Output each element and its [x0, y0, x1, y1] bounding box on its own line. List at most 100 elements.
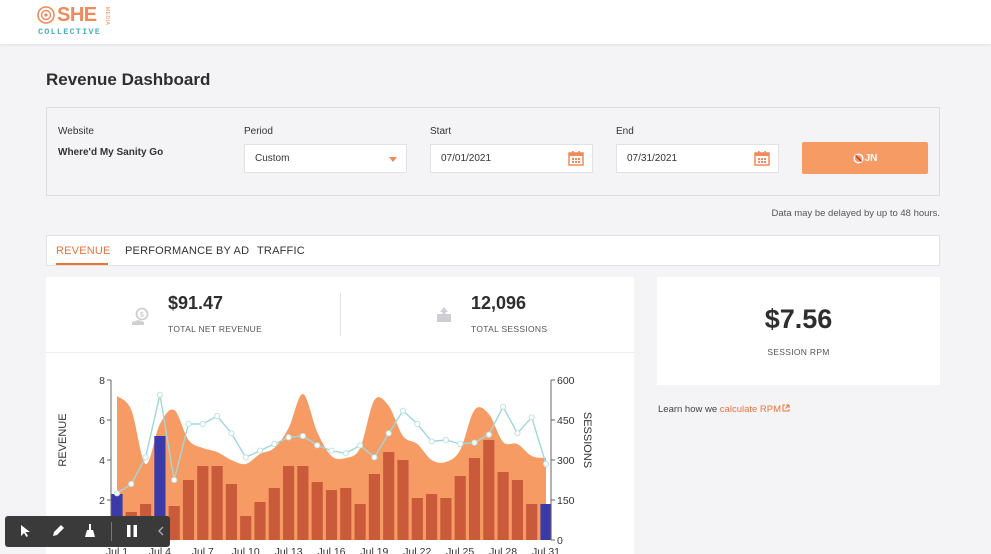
pause-icon	[127, 525, 137, 537]
sessions-point	[214, 412, 221, 420]
end-label: End	[616, 126, 634, 137]
brand-sub: MEDIA	[104, 7, 110, 26]
y2-axis-title: SESSIONS	[581, 412, 593, 468]
calendar-icon[interactable]	[754, 151, 770, 166]
sessions-point	[371, 454, 378, 461]
period-label: Period	[244, 126, 273, 137]
total-sessions-value: 12,096	[471, 293, 527, 313]
revenue-bar	[397, 460, 409, 540]
sessions-point	[342, 450, 349, 457]
period-select[interactable]: Custom	[244, 144, 407, 173]
y-tick-label: 6	[99, 415, 105, 427]
revenue-bar	[340, 488, 352, 540]
start-date-value: 07/01/2021	[441, 153, 492, 164]
start-date-input[interactable]: 07/01/2021	[430, 144, 593, 173]
x-tick-label: Jul 25	[446, 546, 474, 554]
y2-tick-label: 0	[557, 535, 563, 547]
sessions-point	[228, 430, 235, 437]
y-tick-label: 8	[99, 375, 105, 387]
top-bar: SHE MEDIA COLLECTIVE	[0, 0, 991, 44]
x-tick-label: Jul 10	[232, 546, 260, 554]
sessions-point	[113, 490, 121, 497]
revenue-bar	[182, 480, 195, 540]
revenue-bar	[154, 436, 166, 540]
revenue-bar	[225, 484, 237, 540]
revenue-bar	[383, 452, 395, 540]
start-label: Start	[430, 126, 452, 137]
filter-panel: Website Where'd My Sanity Go Period Cust…	[46, 107, 940, 196]
block-icon	[853, 152, 864, 164]
external-link-icon[interactable]	[782, 404, 790, 412]
rpm-panel: $7.56 SESSION RPM	[657, 277, 940, 385]
x-tick-label: Jul 13	[275, 546, 303, 554]
revenue-bar	[325, 490, 338, 540]
revenue-bar	[283, 466, 295, 540]
chevron-down-icon	[389, 157, 397, 162]
calendar-icon[interactable]	[568, 151, 584, 166]
sessions-point	[414, 420, 421, 428]
clear-tool-button[interactable]	[81, 522, 99, 540]
sessions-point	[256, 447, 264, 454]
sessions-point	[242, 454, 249, 461]
sessions-point	[457, 440, 464, 448]
revenue-bar	[526, 504, 538, 540]
page-title: Revenue Dashboard	[46, 70, 211, 89]
sessions-point	[428, 438, 435, 445]
stat-divider	[340, 293, 341, 336]
end-date-input[interactable]: 07/31/2021	[616, 144, 779, 173]
total-sessions-label: TOTAL SESSIONS	[471, 324, 548, 334]
revenue-bar	[240, 516, 252, 540]
broom-icon	[85, 524, 95, 537]
revenue-bar	[211, 466, 223, 540]
tab-revenue[interactable]: REVENUE	[56, 245, 111, 257]
sessions-point	[357, 442, 364, 449]
revenue-bar	[354, 504, 366, 540]
sessions-point	[399, 407, 407, 414]
revenue-bar	[468, 458, 481, 540]
tab-performance-by-ad[interactable]: PERFORMANCE BY AD	[125, 245, 250, 257]
toolbar-divider	[111, 522, 112, 541]
revenue-bar	[483, 440, 495, 540]
revenue-bar	[540, 504, 552, 540]
sessions-point	[285, 434, 292, 441]
sessions-point	[128, 480, 135, 488]
sessions-point	[528, 414, 535, 421]
join-button-label: JN	[864, 152, 878, 164]
y2-tick-label: 600	[557, 375, 575, 387]
total-net-revenue-value: $91.47	[168, 293, 224, 313]
y-axis-title: REVENUE	[57, 413, 69, 466]
period-value: Custom	[255, 153, 290, 164]
sessions-point	[471, 439, 478, 446]
calculate-rpm-link[interactable]: calculate RPM	[719, 404, 782, 415]
chevron-left-icon	[158, 526, 164, 536]
y-tick-label: 2	[99, 495, 105, 507]
website-value: Where'd My Sanity Go	[58, 147, 164, 158]
x-tick-label: Jul 19	[360, 546, 388, 554]
sessions-point	[328, 447, 335, 454]
y-tick-label: 4	[99, 455, 105, 467]
sessions-point	[271, 440, 278, 448]
learn-rpm-text: Learn how we calculate RPM	[658, 404, 790, 415]
sessions-point	[500, 403, 507, 410]
pen-tool-button[interactable]	[49, 522, 67, 540]
pointer-tool-button[interactable]	[17, 522, 35, 540]
x-tick-label: Jul 31	[532, 546, 560, 554]
revenue-bar	[297, 466, 309, 540]
revenue-chart: 024680150300450600REVENUESESSIONSJul 1Ju…	[57, 375, 593, 554]
x-tick-label: Jul 16	[317, 546, 345, 554]
revenue-area	[117, 393, 546, 540]
join-button[interactable]: JN	[802, 142, 928, 174]
collapse-toolbar-button[interactable]	[152, 522, 170, 540]
active-tab-indicator	[56, 263, 108, 265]
x-tick-label: Jul 1	[106, 546, 128, 554]
sessions-icon	[437, 307, 451, 322]
tab-bar: REVENUE PERFORMANCE BY AD TRAFFIC	[46, 235, 940, 266]
sessions-point	[314, 442, 321, 449]
brand-logo[interactable]: SHE MEDIA COLLECTIVE	[36, 4, 126, 39]
pause-button[interactable]	[123, 522, 141, 540]
tab-traffic[interactable]: TRAFFIC	[257, 245, 305, 257]
sessions-point	[156, 391, 164, 398]
annotation-toolbar	[5, 516, 170, 547]
sessions-point	[299, 432, 306, 440]
pencil-icon	[53, 525, 64, 536]
